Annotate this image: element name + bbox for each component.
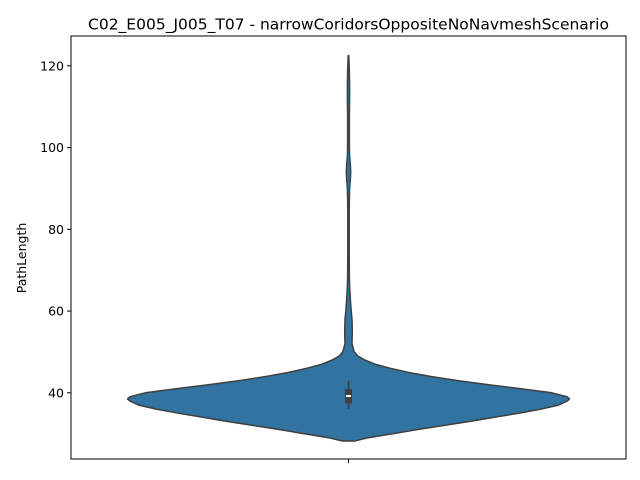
axes-frame [70,35,627,460]
chart-title: C02_E005_J005_T07 - narrowCoridorsOpposi… [88,16,609,35]
y-axis-label: PathLength [14,223,29,294]
plot-area [126,54,571,442]
y-tick-label: 60 [48,304,64,319]
axes-border [70,35,627,460]
y-tick-label: 80 [48,222,64,237]
y-tick-label: 100 [40,140,64,155]
y-tick-label: 40 [48,385,64,400]
y-axis: 40 60 80 100 120 [40,58,71,400]
y-tick-label: 120 [40,58,64,73]
violin-body [126,54,571,442]
median-marker [346,395,351,398]
